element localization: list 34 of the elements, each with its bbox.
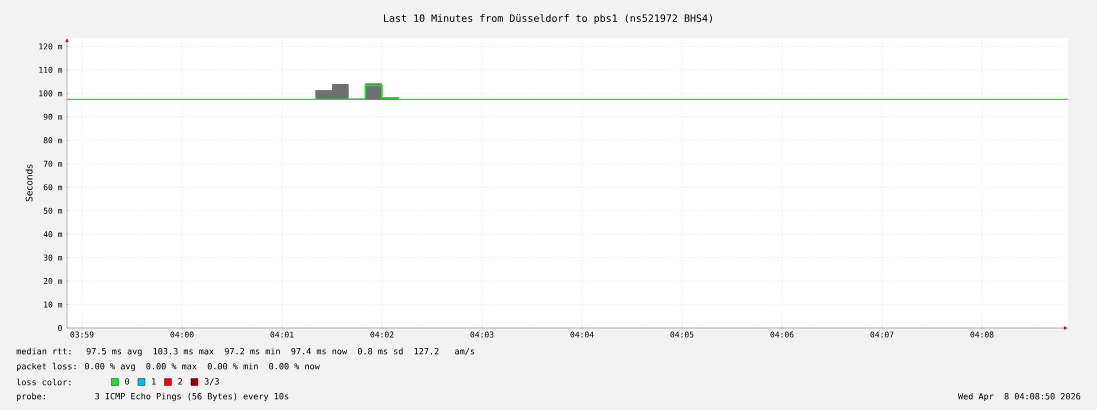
- y-tick-label: 40 m: [43, 231, 63, 238]
- y-tick-label: 20 m: [43, 278, 63, 285]
- x-tick-label: 03:59: [70, 331, 94, 338]
- y-axis-title: Seconds: [25, 164, 33, 202]
- x-tick-label: 04:07: [870, 331, 894, 338]
- y-tick-label: 30 m: [43, 254, 63, 261]
- legend-label: 0: [125, 378, 130, 385]
- text: packet loss: 0.00 % avg 0.00 % max 0.00 % min 0.00 % now: [16, 362, 320, 372]
- x-tick-label: 04:05: [670, 331, 694, 338]
- legend-label: 2: [178, 378, 183, 385]
- text: loss color:: [16, 378, 71, 386]
- x-tick-label: 04:04: [570, 331, 594, 338]
- x-tick-label: 04:03: [470, 331, 494, 338]
- y-tick-label: 80 m: [43, 137, 63, 144]
- y-tick-label: 90 m: [43, 113, 63, 120]
- y-tick-label: 10 m: [44, 301, 63, 308]
- y-tick-label: 0: [58, 324, 62, 332]
- y-tick-label: 60 m: [43, 184, 63, 191]
- legend-label: 1: [152, 378, 156, 385]
- legend-label: 3/3: [204, 378, 219, 386]
- y-tick-label: 120 m: [39, 43, 63, 50]
- chart-title: Last 10 Minutes from Düsseldorf to pbs1 (ns521972 BHS4): [383, 14, 712, 24]
- y-tick-label: 70 m: [43, 160, 63, 167]
- x-tick-label: 04:06: [770, 331, 794, 338]
- x-tick-label: 04:00: [170, 331, 194, 338]
- y-tick-label: 100 m: [39, 90, 63, 97]
- text: median rtt: 97.5 ms avg 103.3 ms max 97.2 ms min 97.4 ms now 0.8 ms sd 127.2 am/s: [16, 347, 475, 357]
- y-tick-label: 110 m: [39, 66, 63, 73]
- x-tick-label: 04:02: [370, 331, 394, 338]
- text: Wed Apr 8 04:08:50 2026: [957, 392, 1081, 402]
- text: probe: 3 ICMP Echo Pings (56 Bytes) every 10s: [16, 392, 289, 402]
- y-tick-label: 50 m: [43, 207, 63, 214]
- x-tick-label: 04:08: [970, 331, 994, 338]
- x-tick-label: 04:01: [270, 331, 294, 338]
